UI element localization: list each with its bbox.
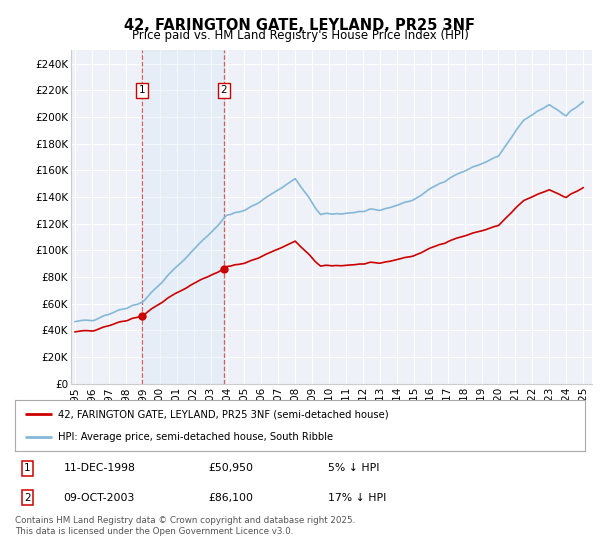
Text: 2: 2 [220,85,227,95]
Text: 17% ↓ HPI: 17% ↓ HPI [329,493,387,503]
Text: 1: 1 [139,85,145,95]
Text: 2: 2 [24,493,31,503]
Text: 11-DEC-1998: 11-DEC-1998 [64,463,136,473]
Text: Contains HM Land Registry data © Crown copyright and database right 2025.
This d: Contains HM Land Registry data © Crown c… [15,516,355,536]
Text: 5% ↓ HPI: 5% ↓ HPI [329,463,380,473]
Text: HPI: Average price, semi-detached house, South Ribble: HPI: Average price, semi-detached house,… [58,432,333,442]
Text: 42, FARINGTON GATE, LEYLAND, PR25 3NF: 42, FARINGTON GATE, LEYLAND, PR25 3NF [125,18,476,34]
Text: 09-OCT-2003: 09-OCT-2003 [64,493,135,503]
Bar [142,50,224,384]
Text: £86,100: £86,100 [209,493,254,503]
Text: 42, FARINGTON GATE, LEYLAND, PR25 3NF (semi-detached house): 42, FARINGTON GATE, LEYLAND, PR25 3NF (s… [58,409,388,419]
Text: Price paid vs. HM Land Registry's House Price Index (HPI): Price paid vs. HM Land Registry's House … [131,29,469,42]
Text: 1: 1 [24,463,31,473]
Text: £50,950: £50,950 [209,463,254,473]
